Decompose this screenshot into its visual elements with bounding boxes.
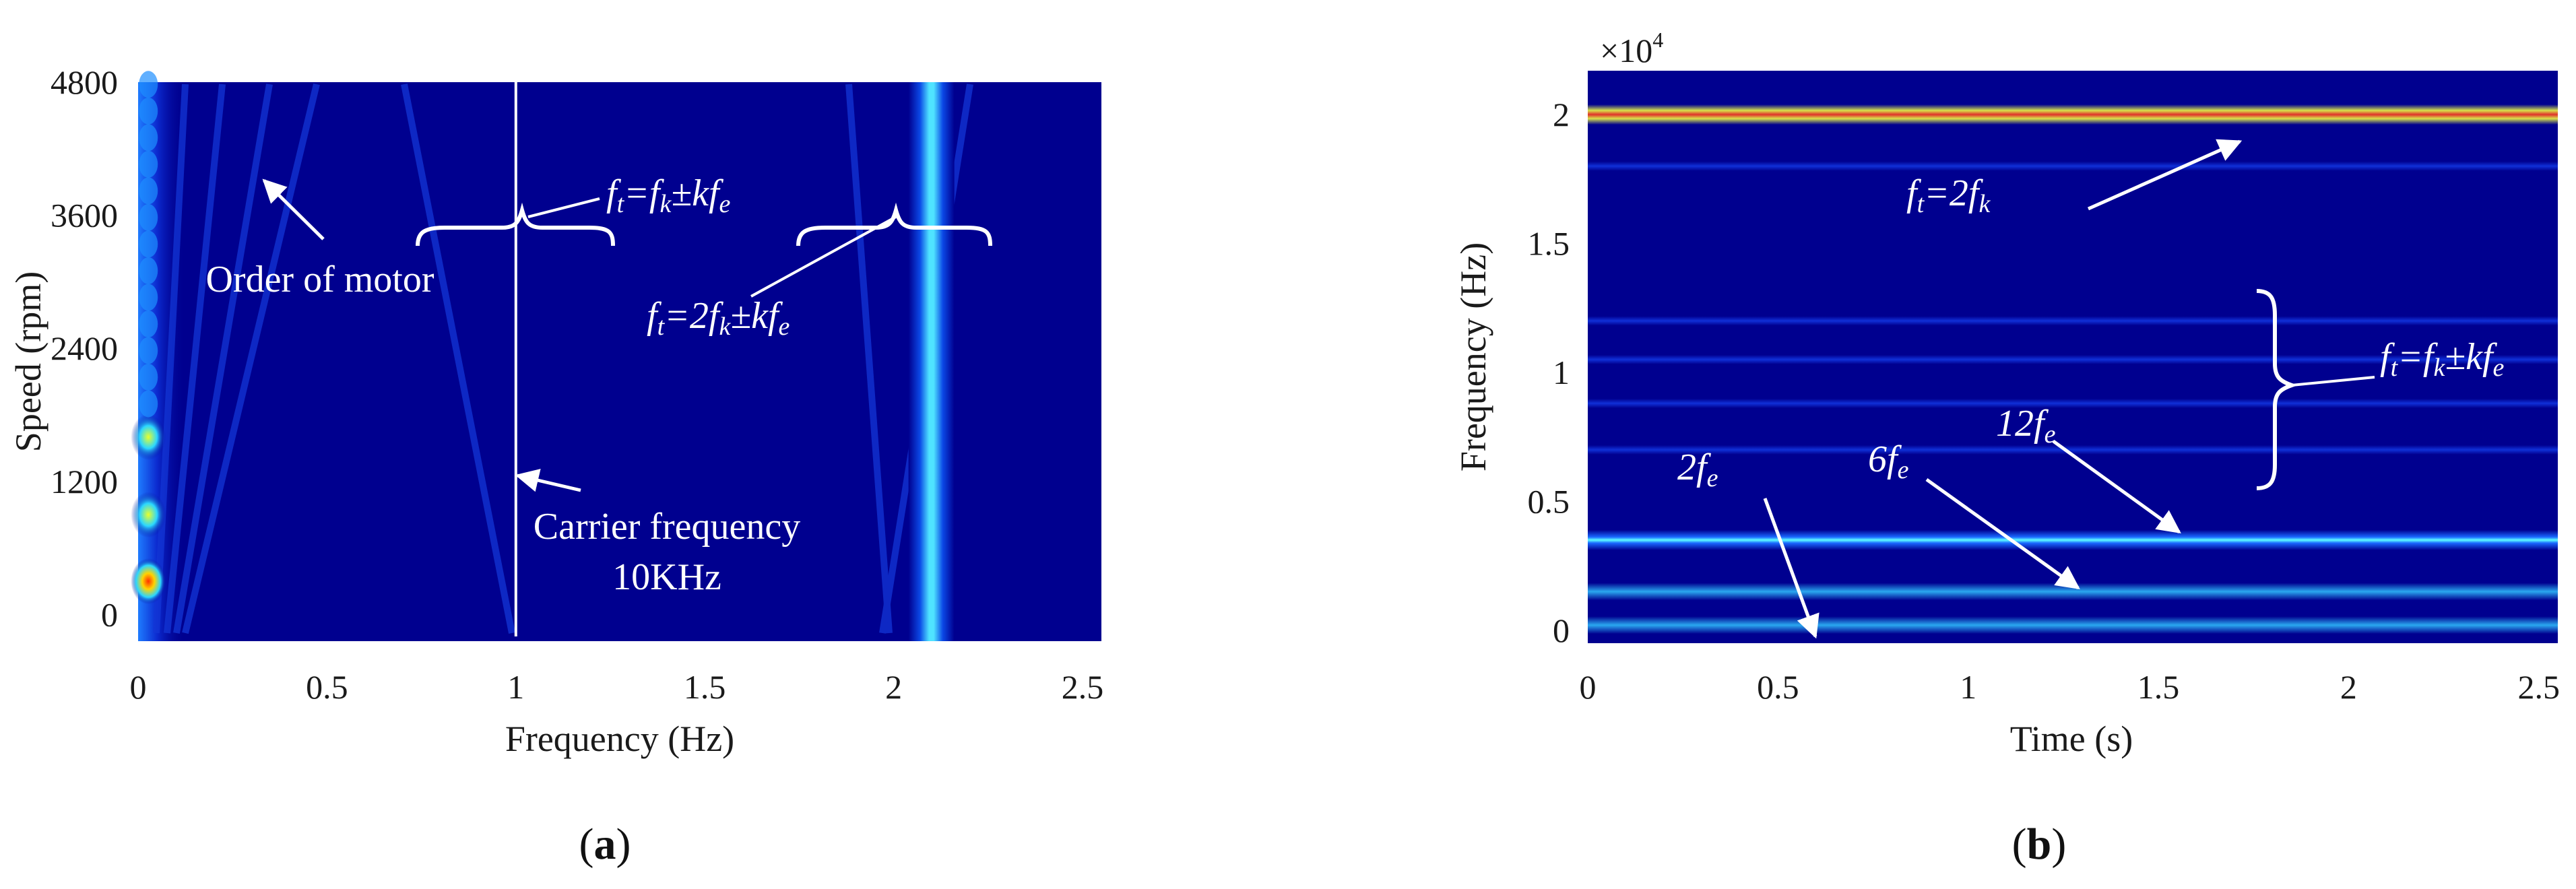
panel-a-x-tick-label: 0.5 — [306, 668, 348, 706]
panel-a-spot-trace — [139, 124, 158, 152]
panel-a: 0 0.5 1 1.5 2 2.5 0 1200 2400 3600 4800 Frequency… — [8, 63, 1103, 759]
panel-a-spot-trace — [139, 310, 158, 338]
panel-b: 0 0.5 1 1.5 2 2.5 0 0.5 1 1.5 2 ×104 Time (s) Fre… — [1453, 28, 2560, 759]
panel-a-brace-2fk — [796, 202, 992, 246]
panel-b-y-ticks: 0 0.5 1 1.5 2 — [1528, 96, 1570, 649]
panel-b-ftfk-pointer — [2291, 376, 2375, 387]
panel-b-6fe-label: 6fe — [1868, 438, 1909, 484]
panel-a-hot-spot — [131, 492, 166, 538]
panel-a-eq2-pointer — [750, 216, 897, 298]
panel-b-band — [1588, 529, 2558, 550]
panel-b-axis-multiplier: ×104 — [1600, 28, 1663, 69]
panel-a-x-tick-label: 1 — [507, 668, 524, 706]
panel-a-eq2-label: ft=2fk±kfe — [647, 295, 790, 341]
panel-b-x-tick-label: 2 — [2340, 668, 2357, 706]
panel-b-band — [1588, 444, 2558, 455]
panel-a-y-tick-label: 0 — [101, 595, 118, 633]
panel-a-x-tick-label: 2.5 — [1062, 668, 1104, 706]
panel-b-x-tick-label: 0.5 — [1757, 668, 1799, 706]
panel-b-band — [1588, 354, 2558, 364]
panel-b-y-tick-label: 2 — [1553, 96, 1570, 133]
panel-a-vertical-band — [908, 82, 955, 641]
panel-a-carrier-arrow — [515, 469, 581, 492]
panel-b-x-axis-label: Time (s) — [2010, 719, 2133, 759]
panel-a-spot-trace — [139, 71, 158, 98]
panel-a-x-tick-label: 0 — [130, 668, 147, 706]
panel-a-spot-trace — [139, 284, 158, 311]
panel-b-x-tick-label: 1 — [1960, 668, 1976, 706]
panel-a-spot-trace — [139, 337, 158, 364]
panel-a-hot-spots — [131, 71, 166, 605]
panel-a-spot-trace — [139, 390, 158, 418]
panel-b-y-tick-label: 1.5 — [1528, 225, 1570, 263]
panel-b-x-tick-label: 1.5 — [2137, 668, 2180, 706]
panel-a-brace-carrier — [416, 202, 615, 246]
panel-b-12fe-label: 12fe — [1996, 403, 2056, 449]
panel-a-spot-trace — [139, 203, 158, 231]
panel-a-x-tick-label: 2 — [885, 668, 902, 706]
panel-a-hot-spot — [131, 414, 166, 460]
panel-a-x-ticks: 0 0.5 1 1.5 2 2.5 — [130, 668, 1104, 706]
panel-a-y-tick-label: 2400 — [51, 329, 118, 367]
panel-a-spot-trace — [139, 97, 158, 125]
panel-b-band — [1588, 161, 2558, 171]
panel-b-y-axis-label: Frequency (Hz) — [1453, 242, 1493, 471]
panel-a-y-ticks: 0 1200 2400 3600 4800 — [51, 63, 118, 633]
panel-b-12fe-arrow — [2052, 439, 2181, 534]
panel-b-y-tick-label: 0.5 — [1528, 482, 1570, 520]
panel-a-band-2fk — [908, 82, 955, 641]
panel-b-x-tick-label: 2.5 — [2518, 668, 2561, 706]
panel-a-y-tick-label: 3600 — [51, 197, 118, 234]
panel-a-order-of-motor-label: Order of motor — [205, 259, 434, 300]
panel-a-spot-trace — [139, 364, 158, 391]
panel-a-x-axis-label: Frequency (Hz) — [505, 719, 734, 759]
panel-a-carrier-frequency-label: Carrier frequency — [534, 506, 800, 548]
panel-b-6fe-arrow — [1925, 478, 2080, 590]
panel-b-frequency-bands — [1588, 104, 2558, 634]
panel-b-x-ticks: 0 0.5 1 1.5 2 2.5 — [1580, 668, 2561, 706]
panel-b-band — [1588, 316, 2558, 326]
panel-a-carrier-10khz-label: 10KHz — [612, 556, 721, 598]
panel-a-eq1-label: ft=fk±kfe — [606, 172, 731, 218]
panel-a-y-tick-label: 1200 — [51, 463, 118, 500]
panel-a-x-tick-label: 1.5 — [684, 668, 726, 706]
panel-b-x-tick-label: 0 — [1580, 668, 1597, 706]
panel-b-band — [1588, 616, 2558, 634]
panel-a-spot-trace — [139, 150, 158, 178]
panel-b-band — [1588, 104, 2558, 125]
panel-b-2fe-arrow — [1763, 498, 1820, 639]
panel-a-spot-trace — [139, 177, 158, 205]
panel-a-y-axis-label: Speed (rpm) — [8, 271, 49, 452]
panel-b-caption: (b) — [2012, 820, 2067, 869]
panel-b-2fk-arrow — [2087, 139, 2243, 211]
panel-a-hot-spot — [131, 558, 166, 605]
panel-b-ft2fk-label: ft=2fk — [1906, 172, 1991, 218]
panel-a-y-tick-label: 4800 — [51, 63, 118, 101]
panel-a-order-arrow — [262, 178, 325, 240]
panel-b-y-tick-label: 1 — [1553, 354, 1570, 391]
panel-a-spot-trace — [139, 230, 158, 258]
panel-a-eq1-pointer — [527, 197, 600, 218]
panel-b-band — [1588, 398, 2558, 408]
panel-a-spot-trace — [139, 257, 158, 284]
panel-a-caption: (a) — [579, 820, 631, 869]
panel-b-2fe-label: 2fe — [1677, 447, 1718, 492]
panel-b-y-tick-label: 0 — [1553, 612, 1570, 649]
